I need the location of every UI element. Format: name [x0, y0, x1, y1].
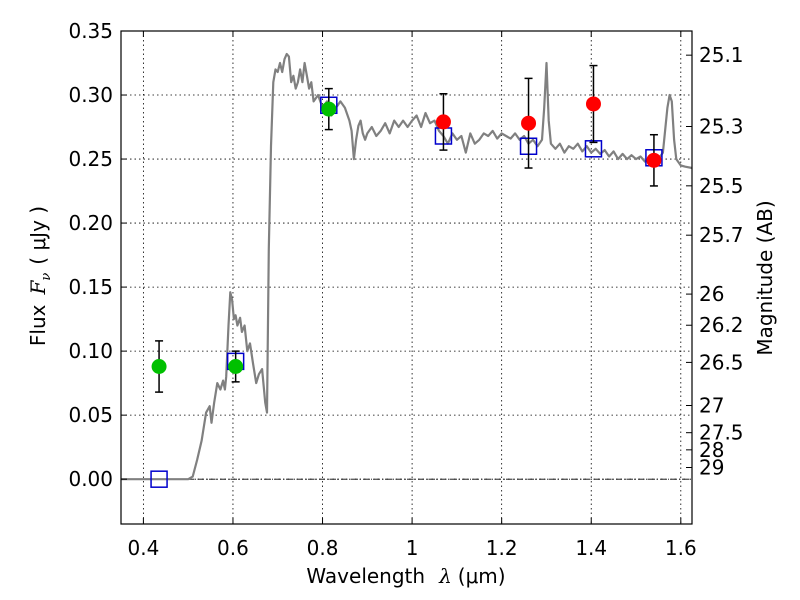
- right-tick-label: 28: [699, 438, 724, 462]
- right-tick-label: 25.1: [699, 43, 744, 67]
- model-photometry-square: [150, 470, 168, 488]
- y-tick-label: 0.10: [68, 339, 113, 363]
- right-tick-label: 26.2: [699, 313, 744, 337]
- right-tick-label: 25.3: [699, 114, 744, 138]
- x-tick-label: 0.6: [217, 536, 249, 560]
- x-tick-labels: 0.4 0.6 0.8 1 1.2 1.4 1.6: [127, 536, 696, 560]
- red-data-point: [521, 115, 537, 131]
- y-tick-label: 0.00: [68, 467, 113, 491]
- x-tick-label: 0.4: [127, 536, 159, 560]
- observed-points: [151, 96, 662, 374]
- right-axis-title: Magnitude (AB): [753, 200, 777, 355]
- x-tick-label: 1.2: [486, 536, 518, 560]
- y-tick-label: 0.20: [68, 211, 113, 235]
- right-tick-label: 27: [699, 393, 724, 417]
- right-tick-label: 29: [699, 456, 724, 480]
- red-data-point: [435, 114, 451, 130]
- y-axis-title: FluxFν( μJy ): [26, 206, 54, 346]
- right-tick-label: 26.5: [699, 350, 744, 374]
- x-axis-title: Wavelength λ (μm): [306, 564, 505, 588]
- grid-lines: [121, 31, 692, 524]
- right-tick-label: 25.7: [699, 223, 744, 247]
- red-data-point: [646, 152, 662, 168]
- y-tick-label: 0.25: [68, 147, 113, 171]
- y-tick-labels: 0.00 0.05 0.10 0.15 0.20 0.25 0.30 0.35: [68, 19, 113, 491]
- right-tick-label: 27.5: [699, 421, 744, 445]
- red-data-point: [585, 96, 601, 112]
- plot-frame: [120, 30, 693, 525]
- y-tick-label: 0.15: [68, 275, 113, 299]
- right-tick-label: 25.5: [699, 174, 744, 198]
- axis-ticks: [121, 30, 692, 524]
- y-tick-label: 0.05: [68, 403, 113, 427]
- error-bars: [155, 64, 658, 393]
- green-data-point: [321, 101, 337, 117]
- green-data-point: [228, 358, 244, 374]
- right-tick-label: 26: [699, 282, 724, 306]
- x-tick-label: 1.6: [665, 536, 697, 560]
- model-photometry-squares: [150, 96, 663, 488]
- y-tick-label: 0.30: [68, 83, 113, 107]
- green-data-point: [151, 358, 167, 374]
- x-tick-label: 1: [406, 536, 419, 560]
- y-tick-label: 0.35: [68, 19, 113, 43]
- x-tick-label: 1.4: [575, 536, 607, 560]
- x-tick-label: 0.8: [307, 536, 339, 560]
- model-spectrum-line: [121, 52, 693, 481]
